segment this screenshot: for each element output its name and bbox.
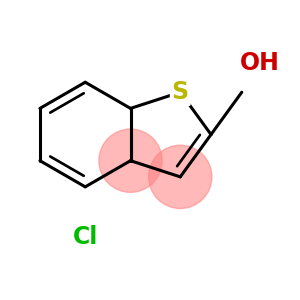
Circle shape [148, 145, 212, 208]
Text: OH: OH [240, 52, 280, 76]
Circle shape [99, 129, 162, 192]
Text: Cl: Cl [73, 224, 98, 248]
Text: S: S [172, 80, 189, 104]
